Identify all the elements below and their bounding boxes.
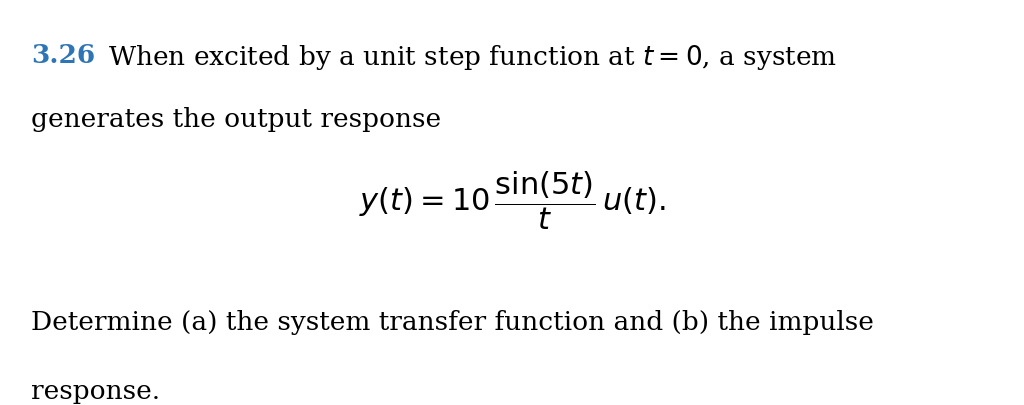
Text: 3.26: 3.26	[31, 43, 95, 68]
Text: Determine (a) the system transfer function and (b) the impulse: Determine (a) the system transfer functi…	[31, 310, 873, 335]
Text: When excited by a unit step function at $t = 0$, a system: When excited by a unit step function at …	[108, 43, 837, 72]
Text: generates the output response: generates the output response	[31, 107, 441, 132]
Text: response.: response.	[31, 379, 160, 404]
Text: $y(t) = 10\,\dfrac{\sin(5t)}{t}\,u(t).$: $y(t) = 10\,\dfrac{\sin(5t)}{t}\,u(t).$	[358, 169, 666, 232]
